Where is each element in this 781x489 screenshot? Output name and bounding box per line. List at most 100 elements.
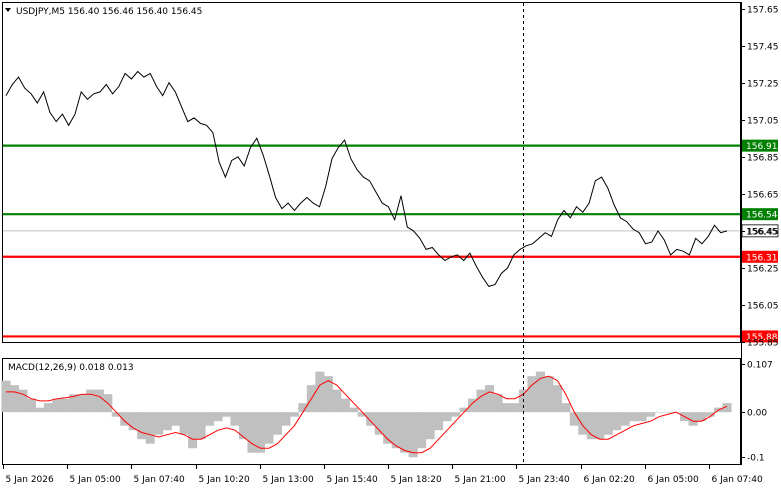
macd-histogram-bar <box>281 412 291 426</box>
time-tick-label: 5 Jan 18:20 <box>391 475 443 485</box>
level-label: 155.88 <box>746 333 778 343</box>
price-tick-label: 157.45 <box>747 43 779 53</box>
macd-histogram-bar <box>535 371 545 413</box>
macd-histogram-bar <box>705 412 715 417</box>
macd-signal-line <box>6 375 728 454</box>
macd-histogram-bar <box>357 412 367 417</box>
macd-histogram-bar <box>145 412 155 444</box>
macd-histogram-bar <box>222 412 232 417</box>
macd-histogram-bar <box>688 412 698 426</box>
macd-histogram-bar <box>493 394 503 413</box>
triangle-down-icon[interactable] <box>5 8 11 12</box>
level-label-box <box>742 139 778 152</box>
macd-histogram-bar <box>35 407 45 413</box>
macd-histogram-bar <box>332 389 342 413</box>
macd-histogram-bar <box>527 376 537 413</box>
time-tick-label: 5 Jan 2026 <box>6 475 54 485</box>
level-label-box <box>742 250 778 263</box>
time-tick-label: 5 Jan 10:20 <box>199 475 251 485</box>
macd-histogram-bar <box>162 412 172 431</box>
macd-histogram-bar <box>230 412 240 426</box>
macd-histogram-bar <box>451 412 461 417</box>
macd-histogram-bar <box>459 407 469 413</box>
macd-histogram-bar <box>501 403 511 413</box>
macd-histogram-bar <box>544 376 554 413</box>
macd-histogram-bar <box>18 389 28 413</box>
macd-histogram-bar <box>646 412 656 417</box>
macd-tick-label: -0.1 <box>747 454 765 464</box>
macd-histogram-bar <box>417 412 427 449</box>
current-price-label: 156.45 <box>746 227 778 237</box>
level-label-box <box>742 208 778 221</box>
macd-histogram-bar <box>86 389 96 413</box>
price-tick-label: 157.65 <box>747 6 779 16</box>
macd-histogram-bar <box>43 403 53 413</box>
macd-histogram-bar <box>578 412 588 435</box>
time-tick-label: 6 Jan 05:00 <box>648 475 700 485</box>
price-tick-label: 156.05 <box>747 302 779 312</box>
macd-histogram-bar <box>111 412 121 417</box>
price-tick-label: 156.85 <box>747 154 779 164</box>
macd-histogram-bar <box>586 412 596 440</box>
macd-histogram-bar <box>408 412 418 458</box>
macd-tick-label: 0.107 <box>747 361 773 371</box>
macd-histogram-bar <box>722 403 732 413</box>
macd-histogram-bar <box>383 412 393 444</box>
macd-histogram-bar <box>120 412 130 426</box>
macd-histogram-bar <box>663 412 673 413</box>
macd-histogram-bar <box>340 398 350 413</box>
level-label: 156.54 <box>746 211 778 221</box>
macd-histogram-bar <box>94 389 104 413</box>
macd-histogram-bar <box>595 412 605 440</box>
macd-histogram-bar <box>315 371 325 413</box>
macd-histogram-bar <box>179 412 189 435</box>
macd-histogram-bar <box>391 412 401 449</box>
price-tick-label: 155.85 <box>747 339 779 349</box>
price-tick-label: 157.05 <box>747 117 779 127</box>
macd-histogram-bar <box>612 412 622 431</box>
macd-histogram-bar <box>552 385 562 413</box>
macd-histogram-bar <box>213 412 223 422</box>
current-price-box <box>741 224 779 238</box>
price-tick-label: 156.45 <box>747 228 779 238</box>
macd-histogram-bar <box>255 412 266 453</box>
macd-histogram-bar <box>569 412 579 426</box>
price-tick-label: 156.25 <box>747 265 779 275</box>
macd-histogram-bar <box>128 412 138 431</box>
level-label: 156.91 <box>746 142 778 152</box>
macd-histogram-bar <box>77 394 87 413</box>
time-tick-label: 5 Jan 13:00 <box>263 475 315 485</box>
macd-histogram-bar <box>9 385 20 413</box>
macd-histogram-bar <box>620 412 630 426</box>
macd-histogram-bar <box>697 412 707 422</box>
macd-histogram-bar <box>264 412 274 444</box>
time-tick-label: 5 Jan 15:40 <box>327 475 379 485</box>
macd-histogram-bar <box>60 398 70 413</box>
macd-tick-label: 0.00 <box>747 409 767 419</box>
time-tick-label: 5 Jan 21:00 <box>455 475 507 485</box>
macd-histogram-bar <box>289 412 299 417</box>
macd-histogram-bar <box>654 412 664 413</box>
chart-header: USDJPY,M5 156.40 156.46 156.40 156.45 <box>5 7 202 17</box>
time-tick-label: 5 Jan 05:00 <box>70 475 122 485</box>
macd-histogram-bar <box>298 403 308 413</box>
macd-histogram-bar <box>205 412 215 426</box>
macd-histogram-bar <box>510 403 520 413</box>
macd-histogram-bar <box>272 412 282 435</box>
macd-histogram-bar <box>247 412 257 453</box>
time-tick-label: 5 Jan 07:40 <box>134 475 186 485</box>
macd-histogram-bar <box>400 412 410 453</box>
price-plot-frame <box>2 2 741 343</box>
macd-title: MACD(12,26,9) 0.018 0.013 <box>8 363 134 373</box>
macd-histogram-bar <box>1 380 11 413</box>
macd-histogram-bar <box>442 412 452 422</box>
macd-histogram-bar <box>374 412 384 435</box>
price-series-line <box>5 70 728 287</box>
macd-histogram-bar <box>434 412 444 431</box>
level-label: 156.31 <box>746 253 778 263</box>
macd-histogram-bar <box>629 412 639 422</box>
macd-histogram-bar <box>425 412 435 440</box>
macd-histogram-bar <box>238 412 249 440</box>
macd-histogram-bar <box>188 412 198 449</box>
